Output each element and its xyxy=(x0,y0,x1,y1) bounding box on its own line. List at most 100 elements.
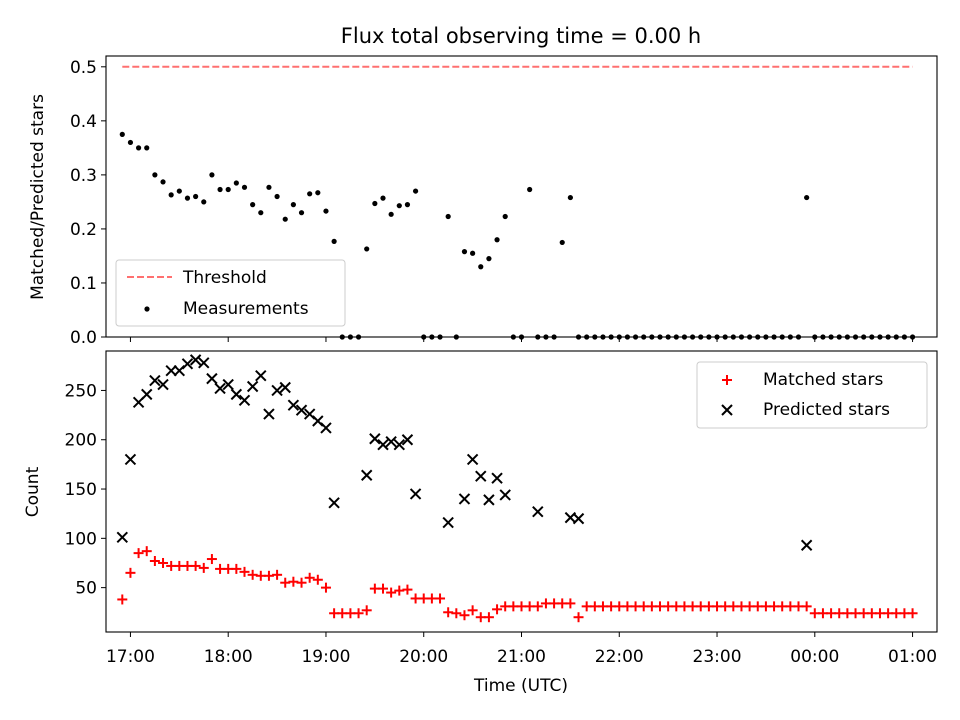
measurement-point xyxy=(372,200,378,207)
x-tick-label: 18:00 xyxy=(204,647,253,667)
measurement-point xyxy=(225,186,231,193)
measurement-point xyxy=(331,238,337,244)
matched-star-point xyxy=(304,572,315,583)
predicted-star-point xyxy=(483,494,495,506)
matched-star-point xyxy=(532,601,543,612)
y-tick-label: 250 xyxy=(65,381,97,401)
predicted-star-point xyxy=(466,453,479,466)
predicted-star-point xyxy=(409,488,422,500)
x-tick-label: 20:00 xyxy=(399,647,448,667)
bottom-data-marks xyxy=(116,354,918,623)
measurement-point xyxy=(559,239,565,246)
predicted-star-point xyxy=(230,388,243,401)
measurement-point xyxy=(184,195,191,201)
y-tick-label: 0.3 xyxy=(70,166,97,186)
y-tick-label: 0.1 xyxy=(70,274,97,294)
measurement-point xyxy=(298,210,305,216)
predicted-star-point xyxy=(255,369,267,382)
measurement-point xyxy=(412,188,419,194)
top-y-axis-label: Matched/Predicted stars xyxy=(28,94,48,300)
predicted-star-point xyxy=(238,394,251,407)
chart-title: Flux total observing time = 0.00 h xyxy=(341,24,701,48)
measurement-point xyxy=(144,145,150,151)
bottom-x-ticks: 17:00 18:00 19:00 20:00 21:00 22:00 23:00 00:00… xyxy=(106,632,937,667)
measurement-point xyxy=(527,186,533,193)
predicted-star-point xyxy=(116,531,129,544)
top-x-ticks xyxy=(129,337,914,342)
predicted-star-point xyxy=(181,358,194,370)
y-tick-label: 0.2 xyxy=(70,220,97,240)
predicted-star-point xyxy=(198,357,210,369)
matched-star-point xyxy=(353,608,364,619)
predicted-star-point xyxy=(157,378,169,391)
matched-star-point xyxy=(459,610,470,621)
matched-star-point xyxy=(141,546,152,557)
predicted-star-point xyxy=(279,381,291,394)
y-tick-label: 0.4 xyxy=(70,112,97,132)
measurement-point xyxy=(315,190,321,196)
bottom-legend-box xyxy=(696,361,928,429)
predicted-star-point xyxy=(263,408,275,420)
y-tick-label: 0.0 xyxy=(70,328,97,348)
x-axis-label: Time (UTC) xyxy=(473,676,568,696)
legend-measurements-swatch xyxy=(144,306,150,312)
matched-star-point xyxy=(565,598,576,609)
top-data-marks xyxy=(119,65,916,340)
predicted-star-point xyxy=(475,470,487,482)
measurement-point xyxy=(209,172,215,178)
measurement-point xyxy=(250,202,256,208)
measurement-point xyxy=(478,264,484,270)
legend-measurements-label: Measurements xyxy=(183,299,309,319)
matched-star-point xyxy=(272,569,283,580)
matched-star-point xyxy=(190,560,201,571)
predicted-star-point xyxy=(377,438,389,451)
predicted-star-point xyxy=(124,453,137,466)
predicted-star-point xyxy=(491,472,503,484)
measurement-point xyxy=(127,139,134,146)
predicted-star-point xyxy=(532,506,544,518)
measurement-point xyxy=(176,188,182,194)
measurement-point xyxy=(445,213,451,220)
predicted-star-point xyxy=(499,489,511,501)
measurement-point xyxy=(274,193,280,200)
matched-star-point xyxy=(378,583,388,594)
measurement-point xyxy=(380,195,386,201)
matched-star-point xyxy=(573,612,584,623)
measurement-point xyxy=(119,131,125,137)
legend-predicted-label: Predicted stars xyxy=(763,400,890,420)
measurement-point xyxy=(494,237,500,243)
y-tick-label: 200 xyxy=(65,431,97,451)
measurement-point xyxy=(364,246,370,252)
predicted-star-point xyxy=(360,469,373,481)
measurement-point xyxy=(396,203,402,209)
measurement-point xyxy=(290,202,296,208)
predicted-star-point xyxy=(141,388,153,401)
measurement-point xyxy=(567,194,573,201)
measurement-point xyxy=(258,210,264,216)
matched-star-point xyxy=(206,554,217,565)
measurement-point xyxy=(486,256,492,262)
y-tick-label: 0.5 xyxy=(70,58,97,78)
matched-star-point xyxy=(402,584,413,595)
measurement-point xyxy=(323,208,329,214)
predicted-star-point xyxy=(385,436,397,448)
predicted-star-point xyxy=(442,516,454,529)
matched-star-point xyxy=(239,566,250,577)
measurement-point xyxy=(168,192,174,198)
measurement-point xyxy=(241,184,248,190)
measurement-point xyxy=(388,211,394,217)
matched-star-point xyxy=(361,605,372,616)
predicted-star-point xyxy=(320,422,332,434)
predicted-star-point xyxy=(401,434,414,446)
x-tick-label: 17:00 xyxy=(106,647,155,667)
matched-star-point xyxy=(492,604,503,615)
matched-star-point xyxy=(801,601,812,612)
measurement-point xyxy=(135,145,142,151)
measurement-point xyxy=(193,193,199,200)
matched-star-point xyxy=(483,612,494,623)
predicted-star-point xyxy=(287,399,300,411)
predicted-star-point xyxy=(206,372,218,385)
matched-star-point xyxy=(133,548,144,559)
predicted-star-point xyxy=(222,378,234,391)
bottom-panel: 50 100 150 200 250 17:00 18:00 19:00 20:00 21:00… xyxy=(23,350,938,696)
